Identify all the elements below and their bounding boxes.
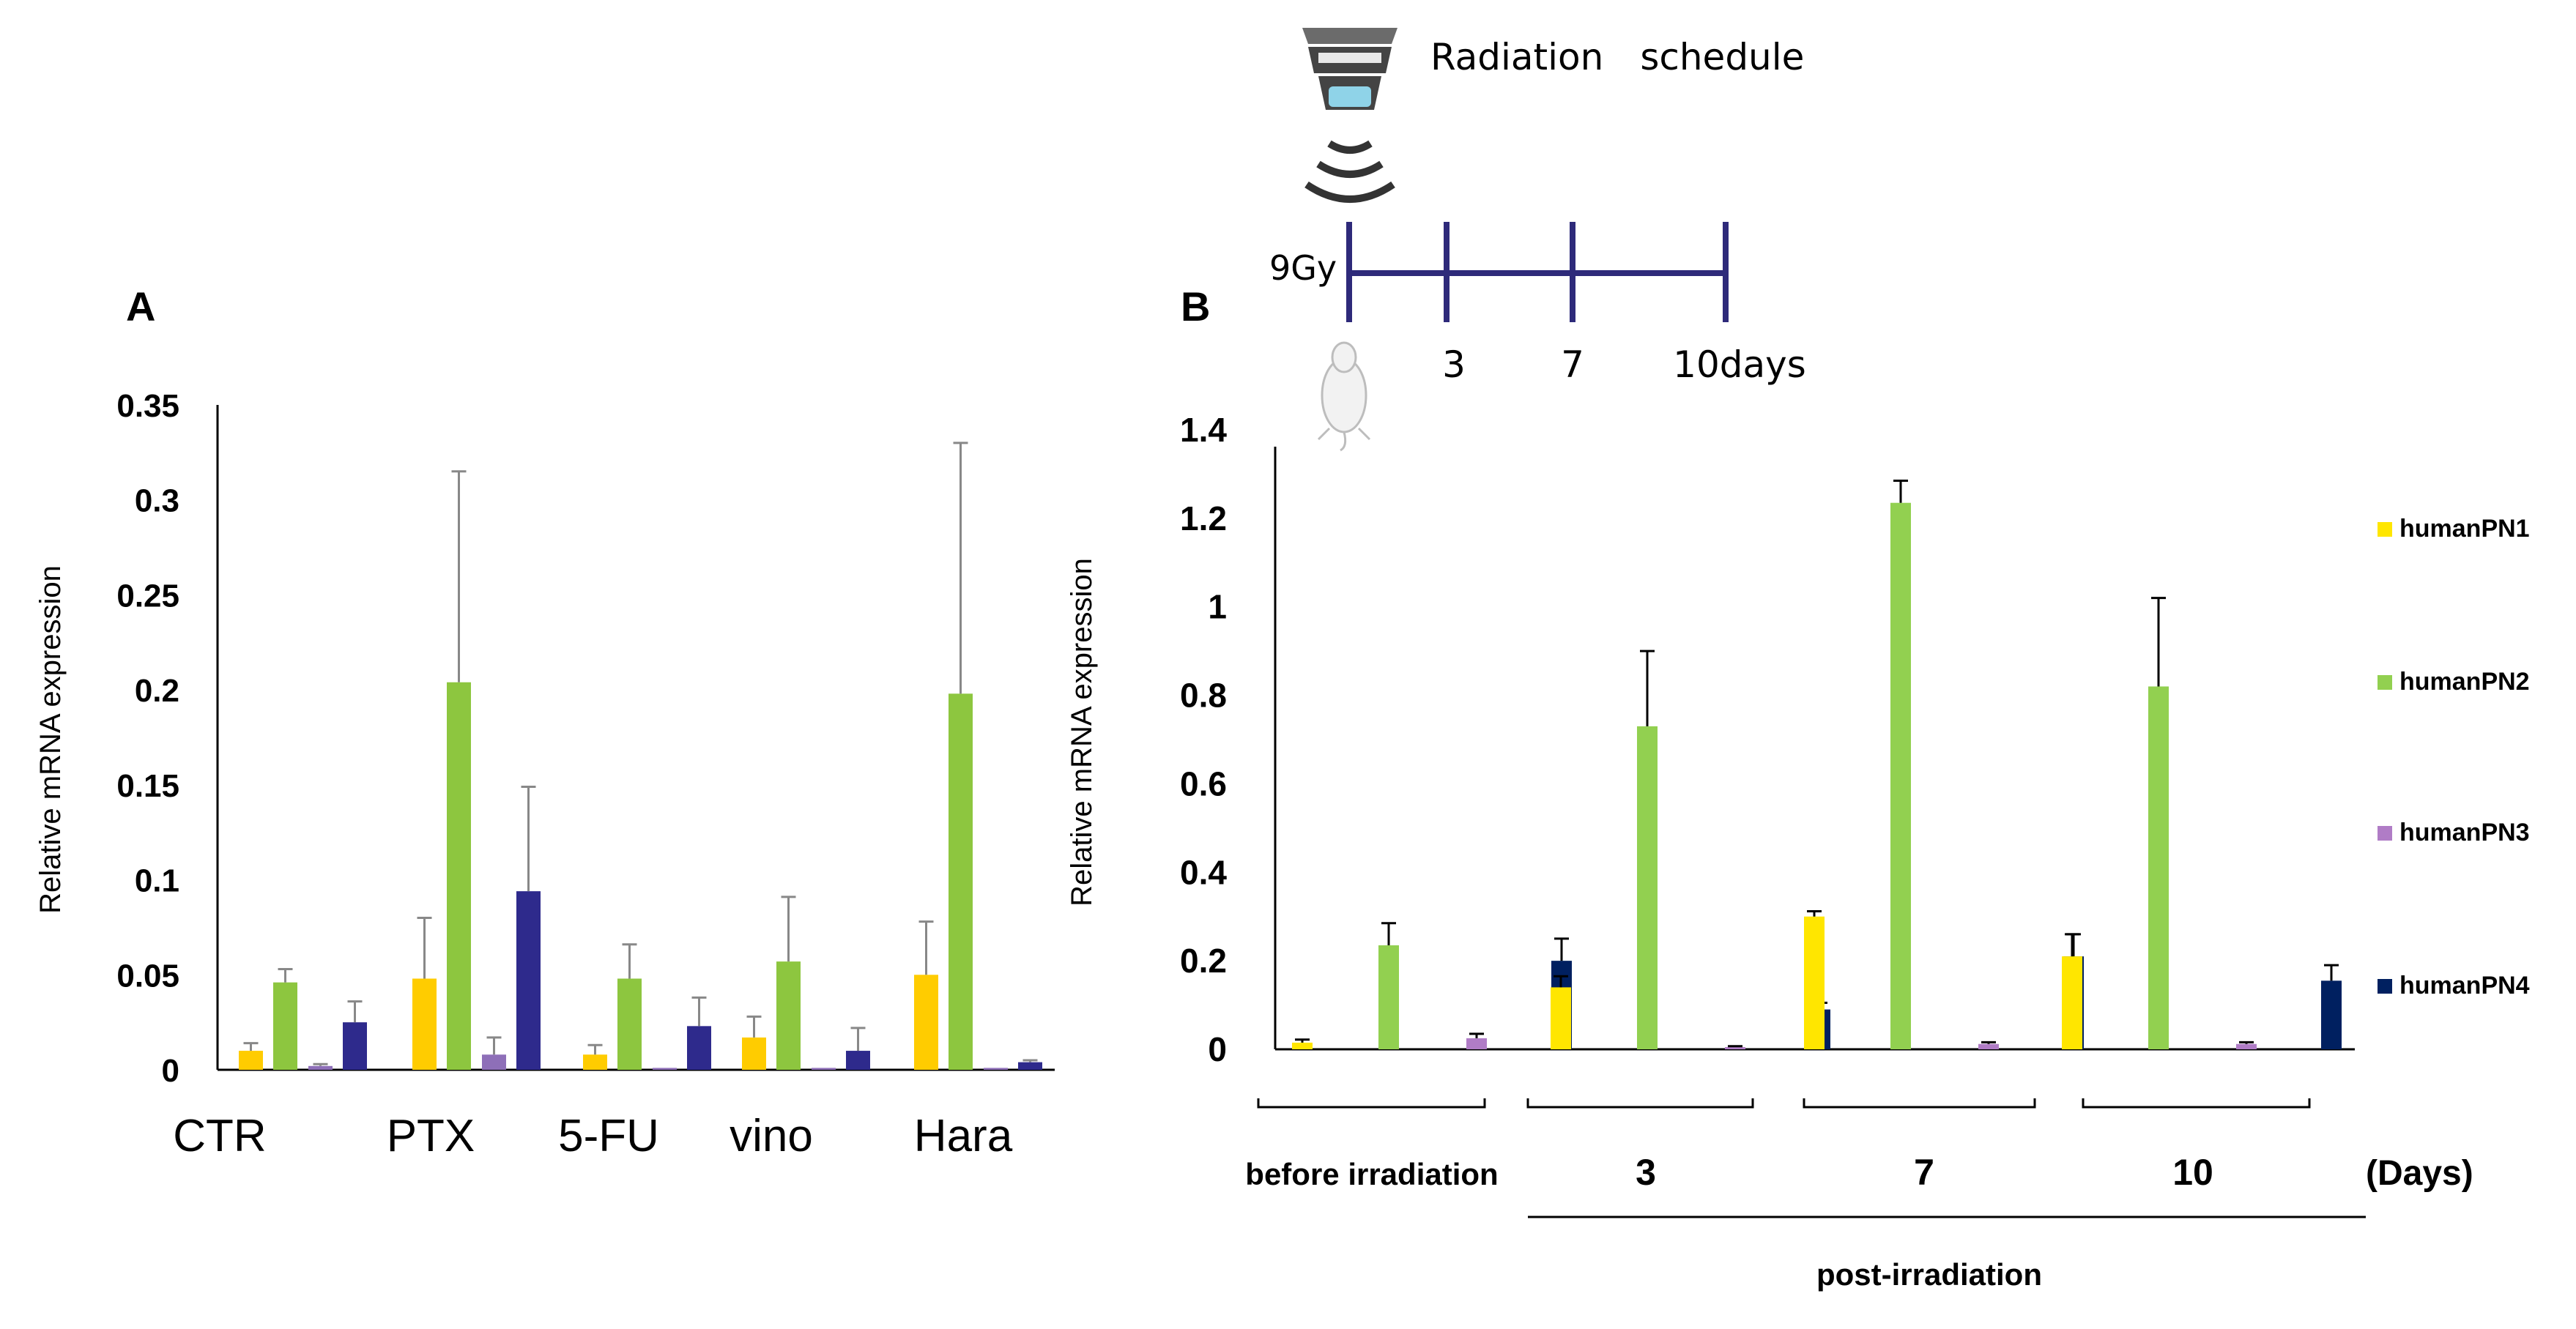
panel-a-bar <box>447 682 471 1070</box>
panel-a-bar <box>343 1022 367 1070</box>
schedule-dose-label: 9Gy <box>1269 248 1337 288</box>
panel-a-bar <box>812 1068 836 1070</box>
panel-b-y-tick: 0.6 <box>1180 764 1227 803</box>
panel-a-bar <box>846 1051 870 1070</box>
panel-a-y-tick: 0 <box>162 1053 179 1089</box>
panel-b-bar <box>2321 980 2342 1049</box>
days-label: (Days) <box>2366 1154 2473 1193</box>
panel-a-bar <box>914 975 938 1070</box>
panel-b-bar <box>2236 1043 2257 1049</box>
panel-a-y-tick: 0.1 <box>135 863 179 899</box>
panel-a-y-tick: 0.3 <box>135 483 179 519</box>
panel-b-y-tick: 1.2 <box>1180 499 1227 537</box>
panel-b-bar <box>2148 686 2169 1049</box>
panel-b-category-label: 10 <box>2172 1152 2213 1193</box>
panel-a-bar <box>984 1068 1008 1070</box>
panel-a-bar <box>583 1054 607 1070</box>
panel-b-bar <box>1804 916 1825 1049</box>
legend-label: humanPN3 <box>2399 819 2530 846</box>
panel-a-bar <box>516 891 541 1070</box>
panel-b-bar <box>1551 987 1571 1049</box>
radiation-schedule: Radiation schedule 9Gy 3 7 10days <box>1269 28 1806 452</box>
panel-a-y-axis-label: Relative mRNA expression <box>34 565 67 914</box>
panel-a-bar <box>617 978 642 1070</box>
panel-b-group-bracket <box>2082 1098 2311 1109</box>
panel-b-bar <box>2062 956 2082 1049</box>
panel-a-y-tick: 0.35 <box>116 388 179 424</box>
panel-a-bar <box>687 1026 711 1070</box>
panel-b-bar <box>1466 1038 1487 1049</box>
panel-a-y-tick: 0.25 <box>116 578 179 614</box>
legend-swatch <box>2378 522 2392 537</box>
panel-b-bar <box>1890 502 1911 1049</box>
panel-b-group-bracket <box>1257 1098 1486 1109</box>
panel-b: B Relative mRNA expression 0 0.2 0.4 0.6 0.8… <box>1066 283 2530 1292</box>
panel-a-y-tick: 0.15 <box>116 768 179 804</box>
panel-a-bar <box>949 693 973 1070</box>
schedule-tick-10days: 10days <box>1673 343 1806 386</box>
panel-b-y-tick: 1.4 <box>1180 411 1227 449</box>
panel-a-bar <box>1018 1062 1042 1070</box>
panel-b-y-axis-label: Relative mRNA expression <box>1066 558 1098 907</box>
mouse-icon <box>1317 341 1371 452</box>
panel-a-bar <box>776 961 801 1070</box>
legend-label: humanPN4 <box>2399 972 2530 999</box>
schedule-tick-3: 3 <box>1442 343 1466 386</box>
legend-label: humanPN1 <box>2399 515 2530 543</box>
panel-b-bar <box>1292 1042 1313 1049</box>
panel-a-category-label: 5-FU <box>558 1111 659 1161</box>
panel-b-y-tick: 0 <box>1208 1030 1227 1068</box>
panel-a-category-label: CTR <box>173 1111 266 1161</box>
panel-b-group-bracket <box>1803 1098 2036 1109</box>
panel-a-bar <box>308 1065 333 1070</box>
panel-a-category-label: vino <box>730 1111 813 1161</box>
panel-b-y-tick: 0.2 <box>1180 942 1227 980</box>
schedule-tick-7: 7 <box>1561 343 1584 386</box>
panel-b-group-bracket <box>1526 1098 1754 1109</box>
panel-b-category-label: 7 <box>1914 1152 1934 1193</box>
panel-a-bar <box>653 1068 677 1070</box>
panel-b-category-label: 3 <box>1636 1152 1656 1193</box>
panel-b-category-label: before irradiation <box>1245 1157 1498 1191</box>
legend-swatch <box>2378 826 2392 841</box>
panel-a: A Relative mRNA expression 0 0.05 0.1 0.15 0… <box>34 283 1055 1161</box>
legend-swatch <box>2378 979 2392 994</box>
panel-a-bar <box>273 982 297 1070</box>
panel-b-y-tick: 0.4 <box>1180 853 1227 891</box>
panel-b-bar <box>1725 1046 1745 1049</box>
panel-b-label: B <box>1181 283 1210 330</box>
panel-a-bar <box>742 1037 766 1070</box>
panel-a-category-label: Hara <box>914 1111 1013 1161</box>
panel-a-category-label: PTX <box>387 1111 475 1161</box>
panel-a-bar <box>239 1051 263 1070</box>
panel-b-bar <box>1637 726 1658 1049</box>
panel-a-label: A <box>126 283 155 330</box>
panel-a-bar <box>482 1054 506 1070</box>
radiation-device-icon <box>1302 28 1398 203</box>
panel-b-bar <box>1378 945 1399 1049</box>
panel-b-bar <box>1978 1043 1999 1049</box>
panel-b-y-tick: 0.8 <box>1180 677 1227 715</box>
panel-a-y-tick: 0.05 <box>116 958 179 994</box>
panel-a-bar <box>412 978 437 1070</box>
schedule-title: Radiation schedule <box>1430 36 1804 78</box>
panel-b-y-tick: 1 <box>1208 588 1227 626</box>
legend-label: humanPN2 <box>2399 668 2530 696</box>
schedule-timeline <box>1346 222 1729 322</box>
post-irradiation-label: post-irradiation <box>1816 1257 2042 1292</box>
panel-a-y-tick: 0.2 <box>135 673 179 709</box>
legend-swatch <box>2378 675 2392 690</box>
